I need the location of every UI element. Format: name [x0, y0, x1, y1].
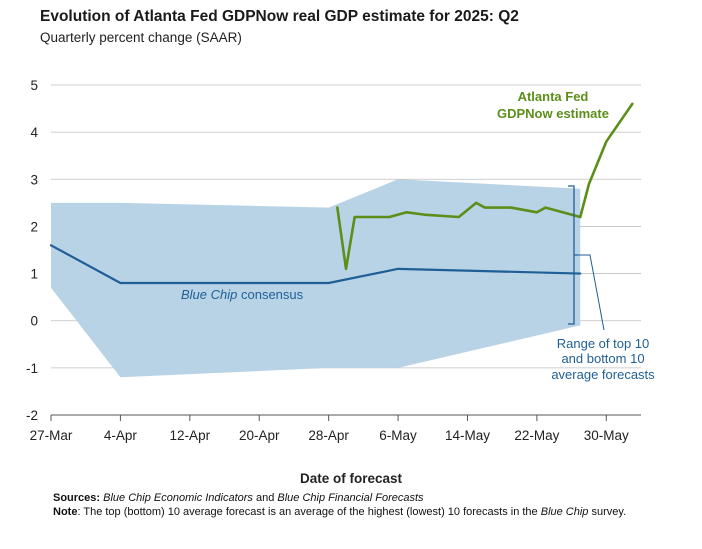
methodology-note: Note: The top (bottom) 10 average foreca… [53, 505, 653, 519]
bluechip-label-rest: consensus [237, 287, 303, 302]
x-axis: 27-Mar 4-Apr 12-Apr 20-Apr 28-Apr 6-May 14-May… [30, 414, 641, 443]
footnotes: Sources: Blue Chip Economic Indicators a… [53, 491, 653, 519]
sources-title-2: Blue Chip Financial Forecasts [277, 492, 424, 504]
sources-title-1: Blue Chip Economic Indicators [103, 492, 253, 504]
bluechip-label-italic: Blue Chip [181, 287, 237, 302]
gdpnow-label-line1: Atlanta Fed [518, 89, 589, 104]
y-tick-label: 1 [30, 267, 38, 282]
x-tick-label: 27-Mar [30, 428, 73, 443]
x-tick-label: 22-May [514, 428, 559, 443]
sources-mid: and [252, 492, 278, 504]
chart-subtitle: Quarterly percent change (SAAR) [40, 30, 242, 45]
y-tick-label: -2 [26, 408, 38, 423]
y-tick-label: 0 [30, 314, 38, 329]
sources-note: Sources: Blue Chip Economic Indicators a… [53, 491, 653, 505]
range-label-line2: and bottom 10 [561, 351, 644, 366]
y-tick-label: 5 [30, 78, 38, 93]
x-tick-label: 12-Apr [170, 428, 211, 443]
y-tick-label: 3 [30, 172, 38, 187]
y-axis: -2 -1 0 1 2 3 4 5 [26, 78, 39, 423]
y-tick-label: 2 [30, 219, 38, 234]
bluechip-label: Blue Chip consensus [181, 287, 304, 302]
range-label-line3: average forecasts [551, 367, 655, 382]
note-label: Note [53, 506, 78, 518]
range-bracket [568, 185, 578, 325]
x-tick-label: 30-May [584, 428, 629, 443]
range-label-line1: Range of top 10 [557, 336, 650, 351]
annotations-layer: Atlanta Fed GDPNow estimate Blue Chip co… [181, 89, 655, 382]
chart-title: Evolution of Atlanta Fed GDPNow real GDP… [40, 8, 519, 25]
note-text-1: : The top (bottom) 10 average forecast i… [77, 506, 541, 518]
sources-label: Sources: [53, 492, 101, 504]
y-tick-label: -1 [26, 361, 38, 376]
x-axis-title: Date of forecast [299, 471, 403, 486]
range-band-layer [51, 179, 581, 378]
range-band [51, 179, 581, 378]
note-text-2: survey. [588, 506, 627, 518]
x-tick-label: 14-May [445, 428, 490, 443]
note-italic: Blue Chip [540, 506, 589, 518]
x-tick-label: 28-Apr [308, 428, 349, 443]
y-tick-label: 4 [30, 125, 38, 140]
x-tick-label: 6-May [379, 428, 417, 443]
gdpnow-label-line2: GDPNow estimate [497, 106, 609, 121]
x-tick-label: 20-Apr [239, 428, 280, 443]
range-leader-line [578, 254, 605, 331]
series-layer [49, 102, 634, 285]
x-tick-label: 4-Apr [104, 428, 138, 443]
